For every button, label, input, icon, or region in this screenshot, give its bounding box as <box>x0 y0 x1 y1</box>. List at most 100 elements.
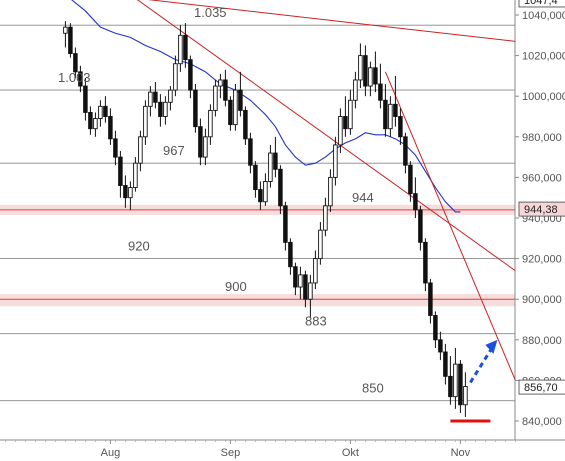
candle-body <box>143 105 148 138</box>
candle <box>288 238 293 275</box>
candle-body <box>248 138 253 166</box>
candle <box>413 177 418 218</box>
candle <box>98 100 103 127</box>
zone-band <box>0 294 515 307</box>
candle <box>78 65 83 93</box>
candle <box>213 79 218 117</box>
candle-body <box>83 85 88 113</box>
candle-body <box>313 258 318 284</box>
candle-body <box>108 116 113 140</box>
candle-body <box>403 136 408 166</box>
candle <box>163 96 168 125</box>
candle-body <box>173 63 178 91</box>
candle <box>268 144 273 188</box>
candle <box>188 55 193 99</box>
candle-body <box>188 59 193 91</box>
level-label: 850 <box>362 381 384 396</box>
candle <box>153 81 158 109</box>
candle <box>408 161 413 202</box>
candle <box>448 356 453 405</box>
candle-body <box>88 111 93 130</box>
candle-body <box>338 116 343 146</box>
candle <box>258 181 263 210</box>
candle-body <box>183 34 188 61</box>
candle <box>313 250 318 290</box>
candle-body <box>278 168 283 207</box>
candle <box>138 130 143 172</box>
candle <box>193 84 198 133</box>
moving-average <box>71 0 461 213</box>
candle-body <box>288 241 293 268</box>
candle-body <box>168 89 173 103</box>
candle <box>398 108 403 145</box>
y-tick-label: 1000,000 <box>522 91 565 103</box>
candle-body <box>208 109 213 138</box>
candle <box>368 61 373 97</box>
candle-body <box>368 67 373 87</box>
candle <box>148 86 153 117</box>
candle-body <box>78 71 83 87</box>
candle-body <box>433 314 438 341</box>
candle <box>143 100 148 145</box>
candle-body <box>253 164 258 191</box>
candle-body <box>123 185 128 199</box>
candle-body <box>263 181 268 203</box>
candle-body <box>428 282 433 316</box>
y-tick-label: 1020,000 <box>522 51 565 63</box>
price-tag-label: 1047,4 <box>524 0 558 7</box>
candle <box>428 278 433 324</box>
level-label: 883 <box>305 314 327 329</box>
candle <box>283 201 288 251</box>
price-zones <box>0 204 515 307</box>
x-tick-label: Aug <box>101 447 121 459</box>
candle-body <box>418 209 423 243</box>
level-labels: 1.035 1.003 967 944 920 900 883 850 <box>58 5 384 396</box>
candle-body <box>163 101 168 117</box>
candle <box>343 96 348 137</box>
candle <box>223 69 228 107</box>
candle <box>308 274 313 318</box>
candle-body <box>213 85 218 111</box>
candle-body <box>448 375 453 398</box>
arrow-shaft <box>469 348 493 384</box>
candle-body <box>113 138 118 158</box>
y-tick-label: 880,000 <box>522 335 562 347</box>
candle <box>228 96 233 131</box>
candle <box>123 175 128 208</box>
candle-body <box>243 109 248 140</box>
level-label: 1.035 <box>194 5 227 20</box>
candle <box>328 169 333 212</box>
level-label: 900 <box>225 279 247 294</box>
arrow-head <box>485 339 498 354</box>
candle-body <box>258 189 263 203</box>
candle-body <box>353 79 358 101</box>
y-tick-label: 1040,000 <box>522 10 565 22</box>
y-tick-label: 900,000 <box>522 294 562 306</box>
candle-body <box>348 99 353 130</box>
candle-body <box>438 339 443 353</box>
candle <box>133 157 138 192</box>
candle-body <box>178 34 183 65</box>
candle <box>208 104 213 145</box>
candle-body <box>118 156 123 186</box>
candle-body <box>63 26 68 34</box>
candle <box>293 262 298 296</box>
candle <box>378 63 383 109</box>
candle <box>168 86 173 111</box>
candle-body <box>218 79 223 87</box>
candle <box>358 43 363 89</box>
candle <box>393 75 398 127</box>
candle <box>83 77 88 121</box>
y-tick-label: 920,000 <box>522 254 562 266</box>
candle-body <box>273 152 278 170</box>
candle <box>108 108 113 145</box>
candle-body <box>413 193 418 211</box>
candle-body <box>98 105 103 119</box>
level-label: 920 <box>128 239 150 254</box>
candle-body <box>443 351 448 377</box>
candle-body <box>268 152 273 182</box>
moving-average-line <box>71 0 461 213</box>
candle <box>173 55 178 97</box>
candle-body <box>453 363 458 398</box>
